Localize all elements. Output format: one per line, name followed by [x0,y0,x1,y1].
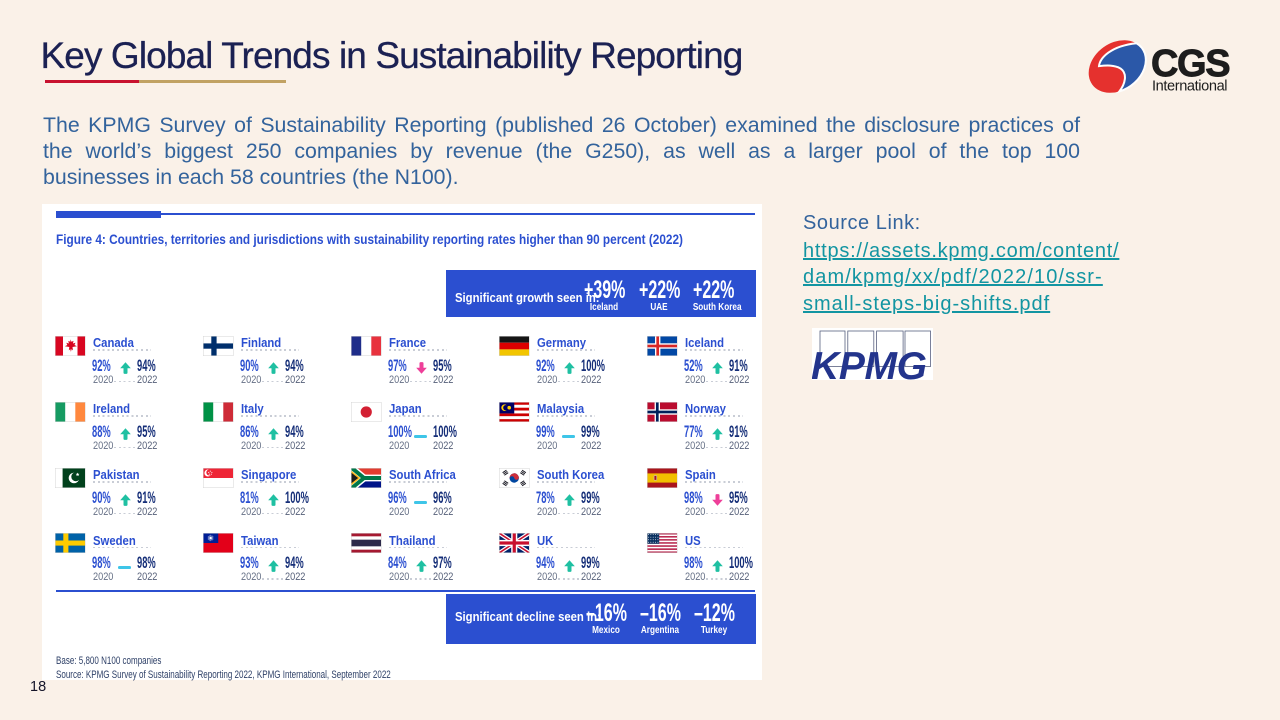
svg-text:CGS: CGS [1151,43,1229,85]
svg-text:International: International [1152,79,1227,95]
svg-text:KPMG: KPMG [812,345,927,380]
